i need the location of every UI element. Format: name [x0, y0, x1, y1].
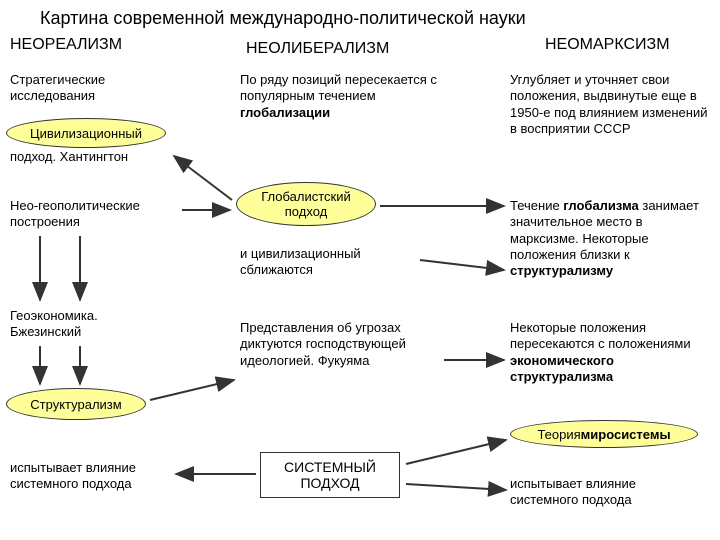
- oval-civilizational: Цивилизационный: [6, 118, 166, 148]
- oval-globalist: Глобалистский подход: [236, 182, 376, 226]
- col-header-center: НЕОЛИБЕРАЛИЗМ: [246, 40, 389, 58]
- right-globalism: Течение глобализма занимает значительное…: [510, 198, 710, 279]
- left-system-influence: испытывает влияние системного подхода: [10, 460, 170, 493]
- systemic-line1: СИСТЕМНЫЙ: [267, 459, 393, 475]
- right-refines: Углубляет и уточняет свои положения, выд…: [510, 72, 710, 137]
- oval-globalist-line1: Глобалистский: [261, 189, 351, 204]
- center-civ-converge: и цивилизационный сближаются: [240, 246, 420, 279]
- left-strategic: Стратегические исследования: [10, 72, 170, 105]
- page-title: Картина современной международно-политич…: [40, 8, 526, 29]
- center-threats: Представления об угрозах диктуются госпо…: [240, 320, 440, 369]
- oval-structuralism: Структурализм: [6, 388, 146, 420]
- left-geoecon: Геоэкономика. Бжезинский: [10, 308, 170, 341]
- systemic-line2: ПОДХОД: [267, 475, 393, 491]
- right-econstruct: Некоторые положения пересекаются с полож…: [510, 320, 710, 385]
- left-neogeo: Нео-геополитические построения: [10, 198, 180, 231]
- left-civ-tail: подход. Хантингтон: [10, 149, 128, 165]
- oval-mirosistema: Теория миросистемы: [510, 420, 698, 448]
- right-system-influence: испытывает влияние системного подхода: [510, 476, 700, 509]
- oval-globalist-line2: подход: [285, 204, 327, 219]
- center-globalization: По ряду позиций пересекается с популярны…: [240, 72, 440, 121]
- rect-systemic: СИСТЕМНЫЙ ПОДХОД: [260, 452, 400, 498]
- col-header-left: НЕОРЕАЛИЗМ: [10, 36, 122, 54]
- col-header-right: НЕОМАРКСИЗМ: [545, 36, 670, 54]
